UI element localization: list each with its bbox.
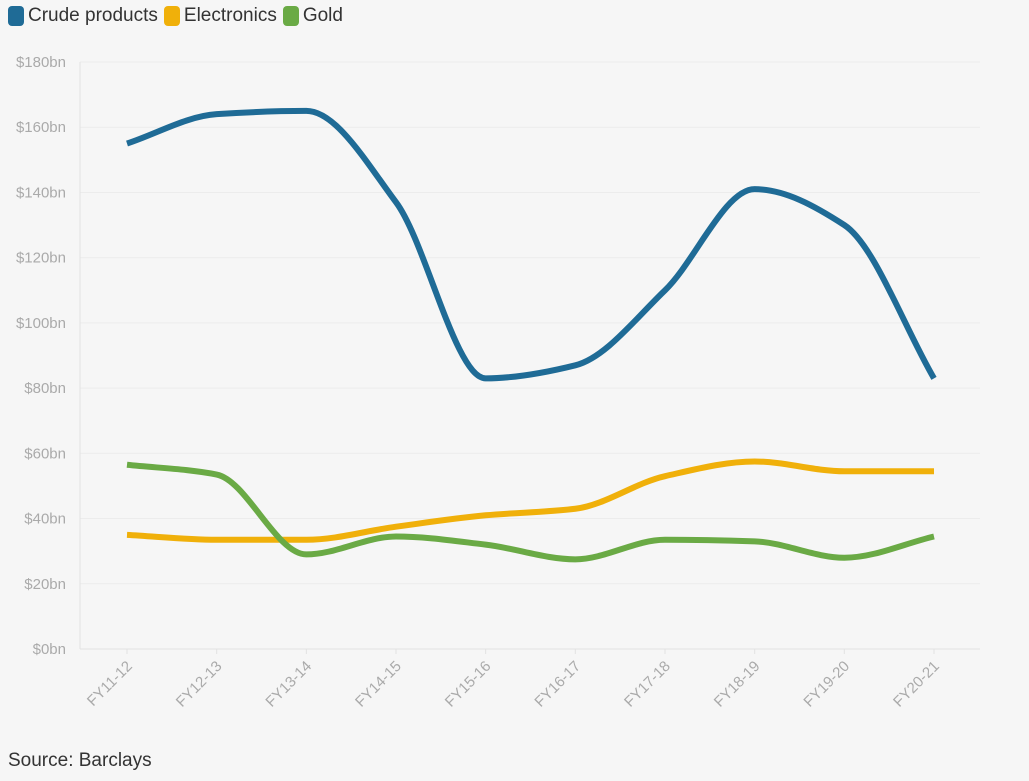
legend-item-electronics[interactable]: Electronics [163, 5, 277, 27]
x-tick-label: FY15-16 [442, 658, 495, 711]
legend-swatch-crude [8, 6, 24, 26]
x-tick-label: FY20-21 [890, 658, 943, 711]
grid-lines [79, 61, 980, 650]
source-note: Source: Barclays [8, 750, 152, 771]
y-tick-label: $100bn [16, 315, 66, 332]
y-tick-label: $20bn [24, 576, 66, 593]
legend-swatch-electronics [163, 6, 180, 26]
x-tick-label: FY19-20 [800, 658, 853, 711]
series-line-electronics[interactable] [126, 458, 934, 543]
legend-label-gold: Gold [302, 5, 343, 26]
legend-label-crude: Crude products [28, 5, 158, 26]
legend-item-gold[interactable]: Gold [282, 5, 343, 27]
legend-item-crude[interactable]: Crude products [8, 5, 158, 27]
x-tick-label: FY11-12 [84, 658, 136, 710]
x-tick-label: FY17-18 [621, 658, 674, 711]
legend-swatch-gold [282, 6, 299, 26]
y-tick-label: $160bn [16, 119, 66, 136]
x-tick-label: FY12-13 [173, 658, 226, 711]
series-lines [126, 107, 937, 563]
x-tick-label: FY18-19 [711, 658, 764, 711]
x-tick-label: FY14-15 [352, 658, 405, 711]
y-axis: $0bn $20bn $40bn $60bn $80bn $100bn $120bn $140… [16, 54, 66, 658]
y-tick-label: $120bn [16, 250, 66, 267]
series-line-crude-products[interactable] [126, 107, 937, 382]
y-tick-label: $180bn [16, 54, 66, 71]
x-tick-label: FY13-14 [262, 658, 315, 711]
y-tick-label: $140bn [16, 184, 66, 201]
y-tick-label: $0bn [33, 641, 66, 658]
legend-label-electronics: Electronics [183, 5, 277, 26]
y-tick-label: $40bn [24, 511, 66, 528]
y-tick-label: $80bn [24, 380, 66, 397]
x-axis: FY11-12 FY12-13 FY13-14 FY14-15 FY15-16 FY16-… [84, 649, 943, 711]
legend: Crude products Electronics Gold [8, 5, 345, 27]
x-tick-label: FY16-17 [531, 658, 584, 711]
series-line-gold[interactable] [126, 461, 935, 563]
y-tick-label: $60bn [24, 445, 66, 462]
